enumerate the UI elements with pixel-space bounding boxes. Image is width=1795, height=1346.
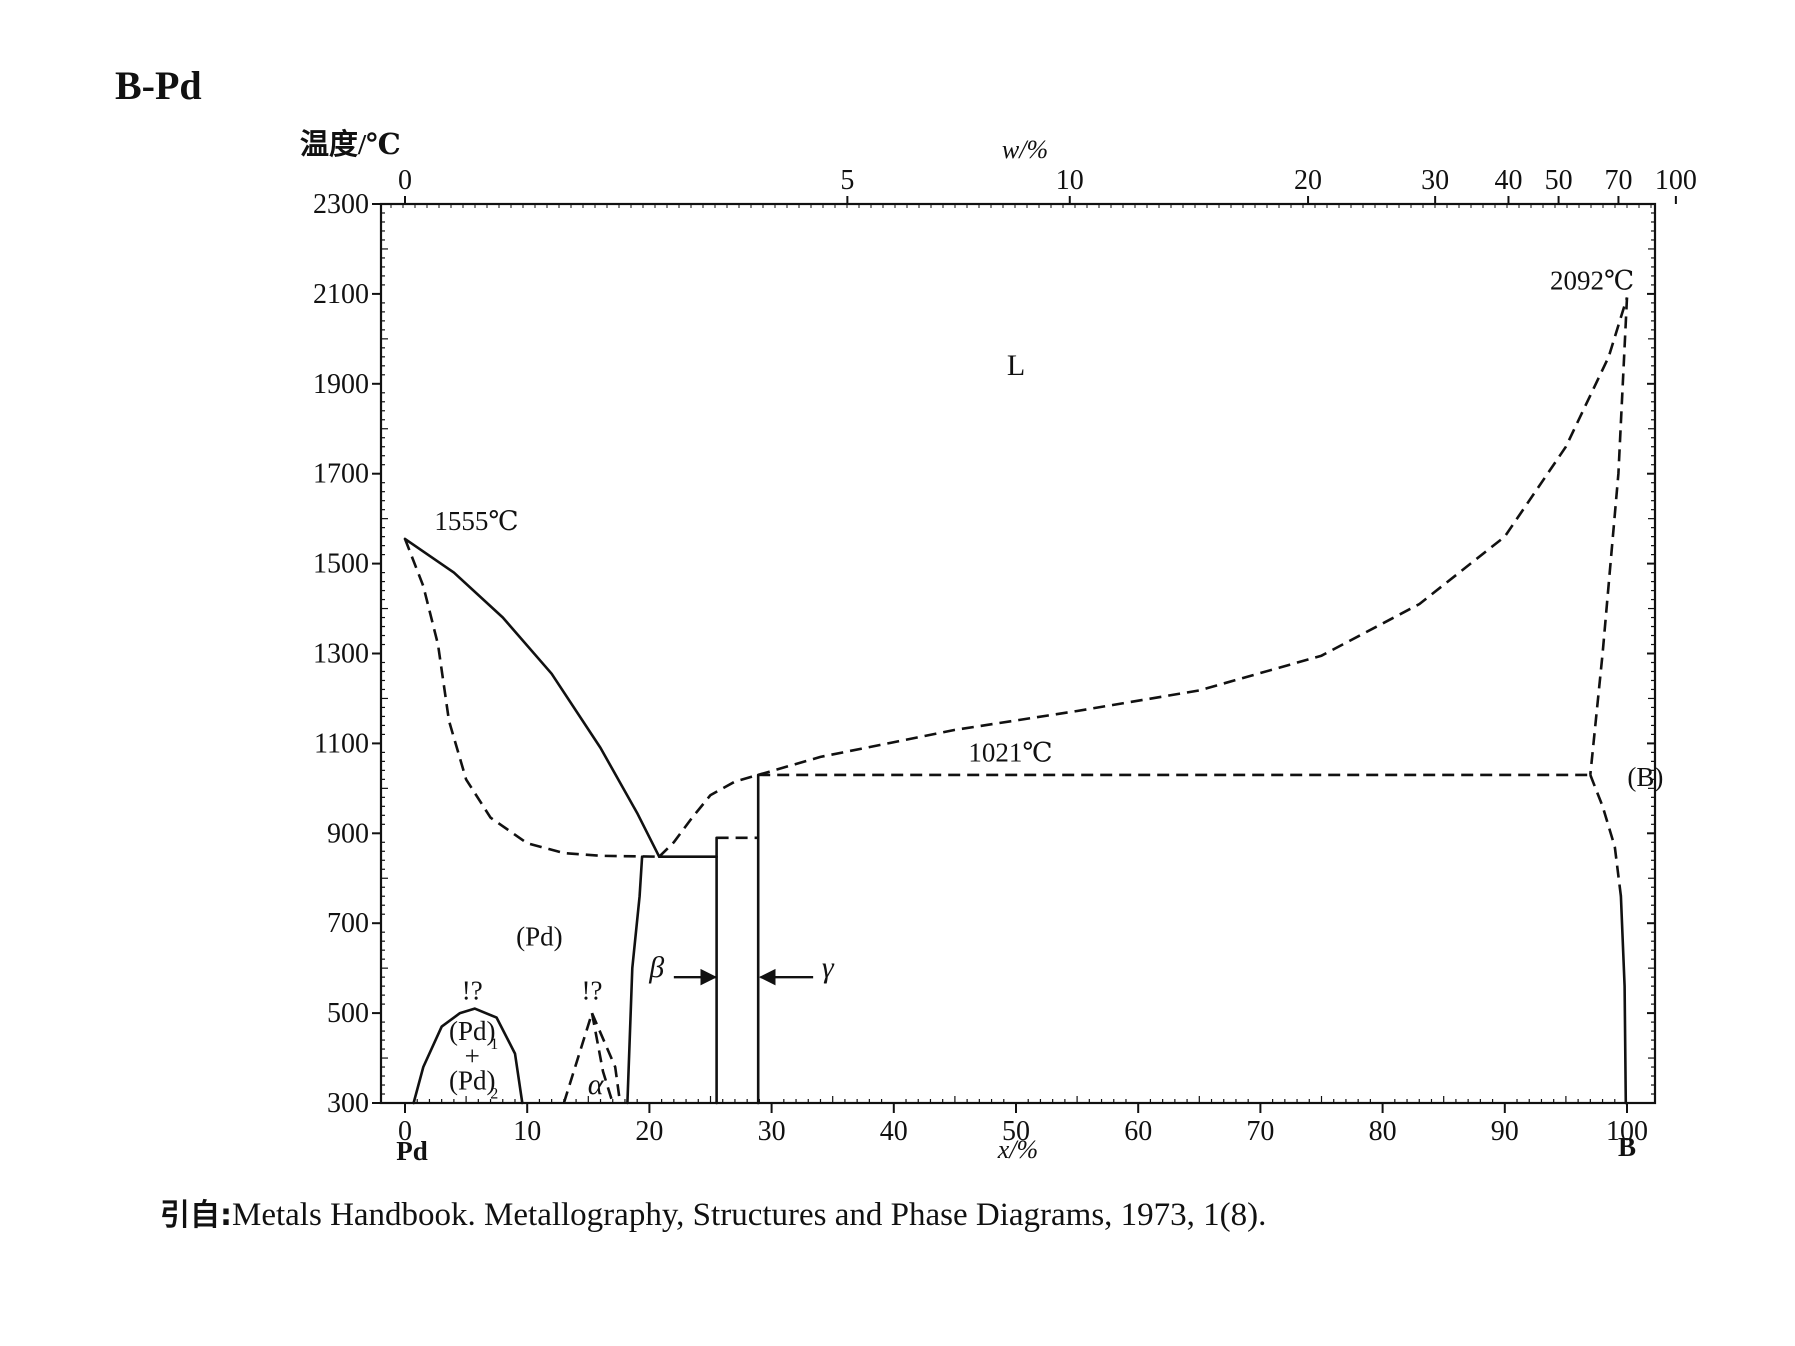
x-axis-label: x/% bbox=[997, 1135, 1038, 1164]
annotation-label: 2092℃ bbox=[1550, 265, 1634, 295]
annotation-label: 1555℃ bbox=[434, 506, 518, 536]
annotation-label: (Pd) bbox=[449, 1066, 496, 1096]
x-tick-label: 50 bbox=[1002, 1116, 1030, 1147]
top-tick-label: 40 bbox=[1494, 165, 1522, 196]
y-axis-label: 温度/℃ bbox=[300, 128, 401, 161]
annotation-label: (B) bbox=[1627, 762, 1663, 792]
top-tick-label: 5 bbox=[840, 165, 854, 196]
top-tick-label: 100 bbox=[1655, 165, 1697, 196]
phase-boundary-solid bbox=[412, 1007, 524, 1105]
phase-boundary-dashed bbox=[590, 1012, 614, 1104]
phase-boundary-dashed bbox=[562, 1012, 594, 1104]
annotation-label: (Pd) bbox=[449, 1016, 496, 1046]
figure-title: B-Pd bbox=[115, 63, 202, 108]
y-tick-label: 1300 bbox=[313, 639, 369, 670]
citation: 引自:Metals Handbook. Metallography, Struc… bbox=[160, 1190, 1266, 1234]
top-tick-label: 0 bbox=[398, 165, 412, 196]
annotation-label: !? bbox=[581, 976, 602, 1006]
x-tick-label: 100 bbox=[1606, 1116, 1648, 1147]
phase-boundary-dashed bbox=[403, 538, 660, 858]
annotation-label: α bbox=[588, 1068, 605, 1101]
x-tick-label: 0 bbox=[398, 1116, 412, 1147]
x-tick-label: 20 bbox=[635, 1116, 663, 1147]
y-tick-label: 1100 bbox=[314, 728, 369, 759]
phase-boundary-dashed bbox=[1589, 774, 1623, 897]
y-tick-label: 1900 bbox=[313, 369, 369, 400]
phase-boundary-dashed bbox=[1589, 297, 1629, 776]
x-tick-label: 30 bbox=[758, 1116, 786, 1147]
y-tick-label: 1500 bbox=[313, 549, 369, 580]
annotation-label: 1 bbox=[490, 1036, 498, 1053]
annotation-label: β bbox=[648, 951, 664, 984]
annotation-label: γ bbox=[822, 951, 835, 984]
annotation-label: 2 bbox=[490, 1086, 498, 1103]
x-tick-label: 10 bbox=[513, 1116, 541, 1147]
y-tick-label: 700 bbox=[327, 908, 369, 939]
y-tick-label: 1700 bbox=[313, 459, 369, 490]
y-tick-label: 300 bbox=[327, 1088, 369, 1119]
top-tick-label: 20 bbox=[1294, 165, 1322, 196]
x-end-label-b: B bbox=[1618, 1132, 1636, 1162]
annotation-label: (Pd) bbox=[516, 922, 563, 952]
citation-text: Metals Handbook. Metallography, Structur… bbox=[232, 1197, 1267, 1233]
phase-boundary-solid bbox=[403, 537, 661, 859]
annotation-label: !? bbox=[462, 976, 483, 1006]
annotation-label: L bbox=[1007, 349, 1025, 382]
top-tick-label: 10 bbox=[1056, 165, 1084, 196]
top-tick-label: 50 bbox=[1545, 165, 1573, 196]
phase-boundary-solid bbox=[626, 855, 644, 1105]
x-tick-label: 60 bbox=[1124, 1116, 1152, 1147]
x-end-label-pd: Pd bbox=[396, 1136, 428, 1166]
phase-boundary-dashed bbox=[590, 1012, 622, 1104]
x-tick-label: 40 bbox=[880, 1116, 908, 1147]
top-tick-label: 30 bbox=[1421, 165, 1449, 196]
y-tick-label: 2300 bbox=[313, 189, 369, 220]
citation-prefix: 引自: bbox=[160, 1198, 232, 1233]
annotation-label: + bbox=[465, 1041, 480, 1071]
annotation-label: 1021℃ bbox=[968, 737, 1052, 767]
x-tick-label: 70 bbox=[1246, 1116, 1274, 1147]
plot-frame bbox=[379, 202, 1657, 1105]
y-tick-label: 500 bbox=[327, 998, 369, 1029]
x-tick-label: 90 bbox=[1491, 1116, 1519, 1147]
y-tick-label: 2100 bbox=[313, 279, 369, 310]
phase-boundary-dashed bbox=[658, 773, 759, 858]
phase-boundary-dashed bbox=[757, 297, 1629, 777]
top-axis-label: w/% bbox=[1002, 135, 1048, 164]
phase-boundary-solid bbox=[1619, 894, 1628, 1105]
x-tick-label: 80 bbox=[1369, 1116, 1397, 1147]
y-tick-label: 900 bbox=[327, 818, 369, 849]
top-tick-label: 70 bbox=[1604, 165, 1632, 196]
